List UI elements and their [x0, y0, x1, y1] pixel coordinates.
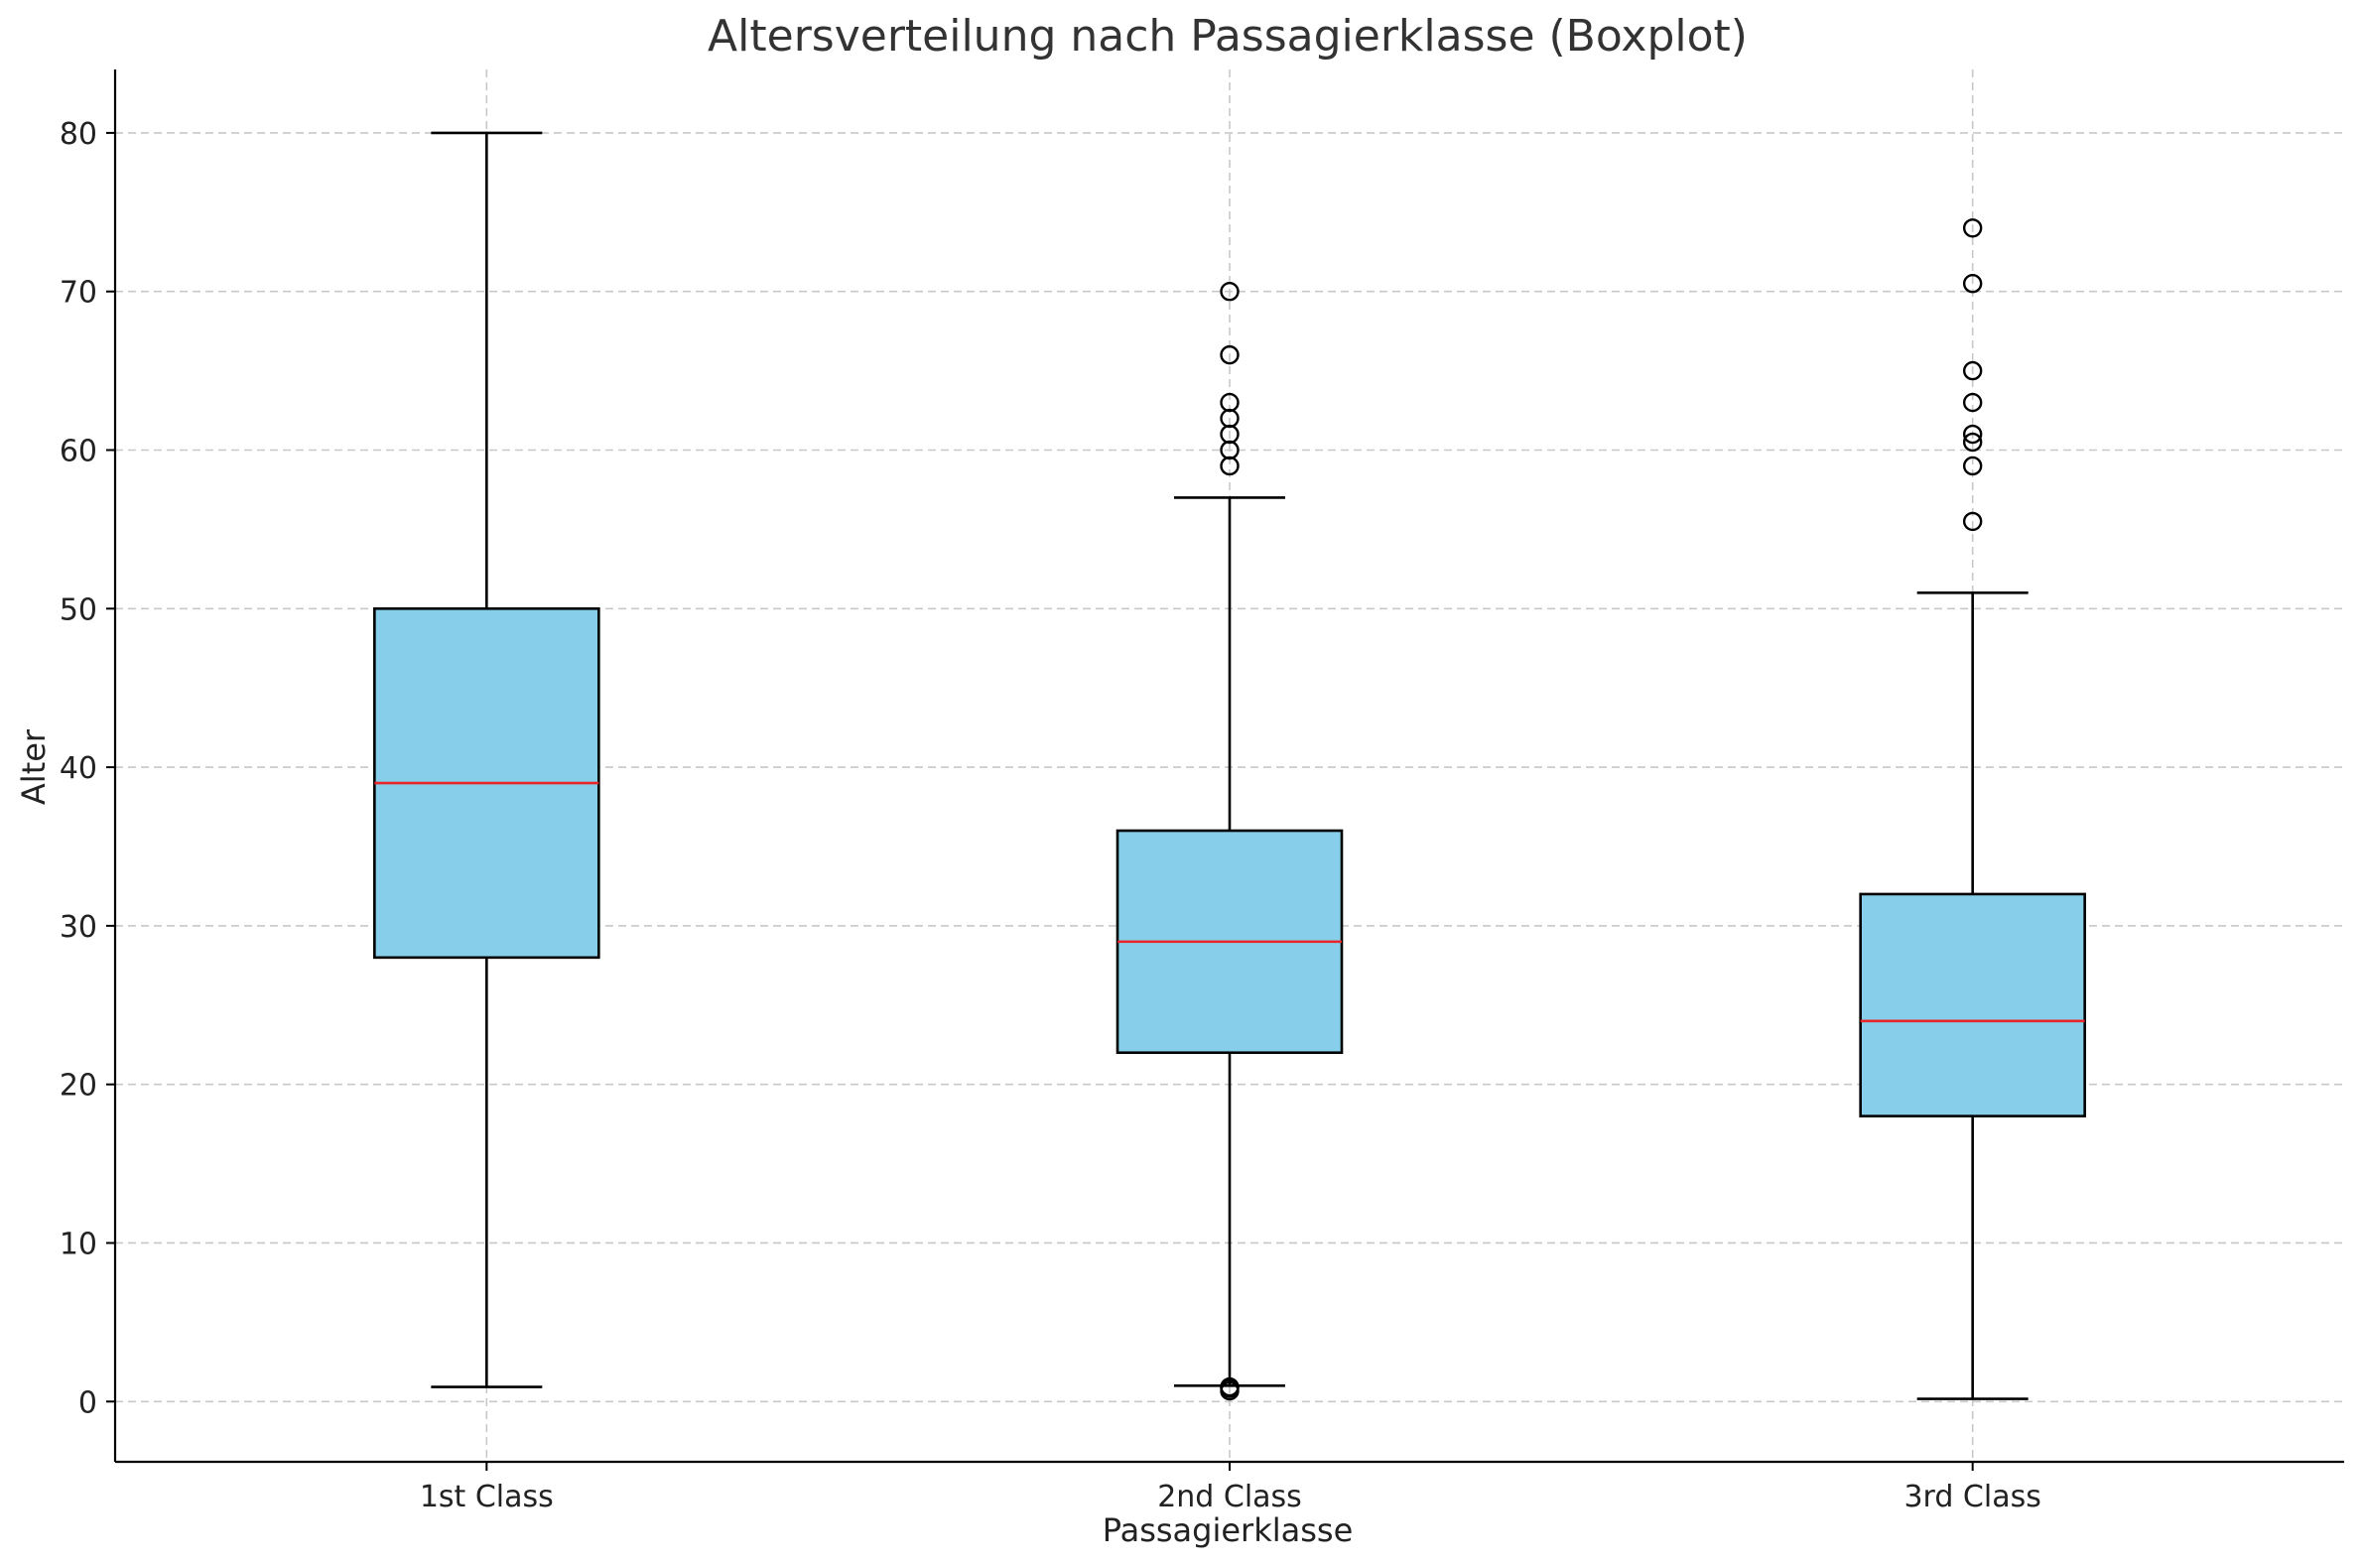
outlier-point — [1220, 392, 1240, 413]
box-group-3 — [1859, 218, 2086, 1400]
outlier-point — [1962, 392, 1983, 413]
box-group-1 — [373, 131, 600, 1388]
x-tick-label: 1st Class — [420, 1480, 554, 1514]
box-group-2 — [1115, 282, 1344, 1401]
y-axis-label: Alter — [15, 728, 53, 805]
y-tick-label: 20 — [60, 1069, 97, 1104]
y-tick-label: 0 — [78, 1385, 97, 1420]
outlier-point — [1962, 424, 1983, 445]
outlier-point — [1962, 456, 1983, 476]
outlier-point — [1220, 1376, 1240, 1397]
outlier-point — [1220, 282, 1240, 302]
outlier-point — [1962, 432, 1983, 453]
boxes-layer — [373, 131, 2086, 1401]
outlier-point — [1962, 274, 1983, 294]
ticks-layer: 0 10 20 30 40 50 60 70 80 1st Class 2nd Class 3rd C… — [60, 117, 2041, 1514]
y-tick-label: 60 — [60, 435, 97, 469]
y-tick-label: 70 — [60, 276, 97, 311]
iqr-box — [1859, 892, 2086, 1117]
outlier-point — [1962, 511, 1983, 532]
x-tick-label: 3rd Class — [1903, 1480, 2040, 1514]
chart-title: Altersverteilung nach Passagierklasse (B… — [708, 11, 1748, 62]
y-tick-label: 40 — [60, 751, 97, 786]
x-tick-label: 2nd Class — [1157, 1480, 1302, 1514]
outlier-point — [1962, 218, 1983, 238]
y-tick-label: 80 — [60, 117, 97, 152]
y-tick-label: 10 — [60, 1227, 97, 1261]
outlier-point — [1220, 344, 1240, 365]
y-tick-label: 50 — [60, 592, 97, 627]
x-axis-label: Passagierklasse — [1103, 1511, 1354, 1549]
outlier-point — [1962, 360, 1983, 381]
y-tick-label: 30 — [60, 910, 97, 945]
